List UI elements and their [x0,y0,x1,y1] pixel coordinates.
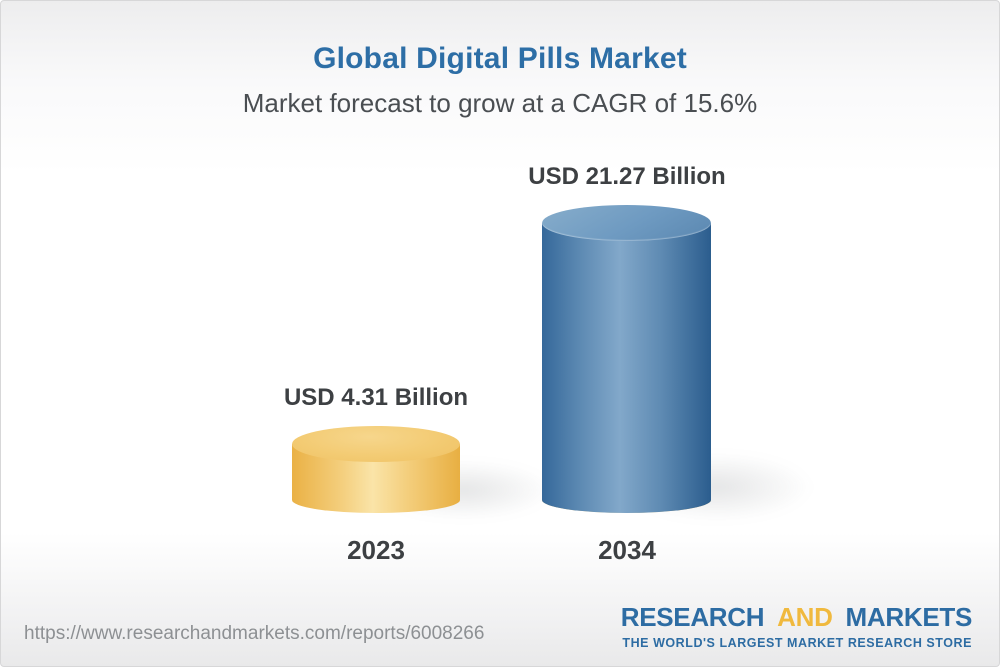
bar-2023-cylinder-top [292,425,460,462]
logo-wordmark: RESEARCH AND MARKETS [620,602,973,633]
logo-tagline: THE WORLD'S LARGEST MARKET RESEARCH STOR… [622,636,972,650]
value-label-2034: USD 21.27 Billion [528,163,726,191]
bar-2034-cylinder-top [542,205,711,242]
page-title: Global Digital Pills Market [313,42,687,75]
report-url: https://www.researchandmarkets.com/repor… [24,623,485,644]
page-subtitle: Market forecast to grow at a CAGR of 15.… [242,88,758,118]
research-and-markets-logo: RESEARCH AND MARKETS THE WORLD'S LARGEST… [620,602,973,650]
category-label-2034: 2034 [598,535,656,565]
logo-word-research: RESEARCH [620,602,765,632]
value-label-2023: USD 4.31 Billion [283,383,469,411]
logo-word-markets: MARKETS [845,602,973,632]
logo-word-and: AND [777,602,833,632]
bar-2034-cylinder [542,223,711,513]
category-label-2023: 2023 [347,535,405,565]
